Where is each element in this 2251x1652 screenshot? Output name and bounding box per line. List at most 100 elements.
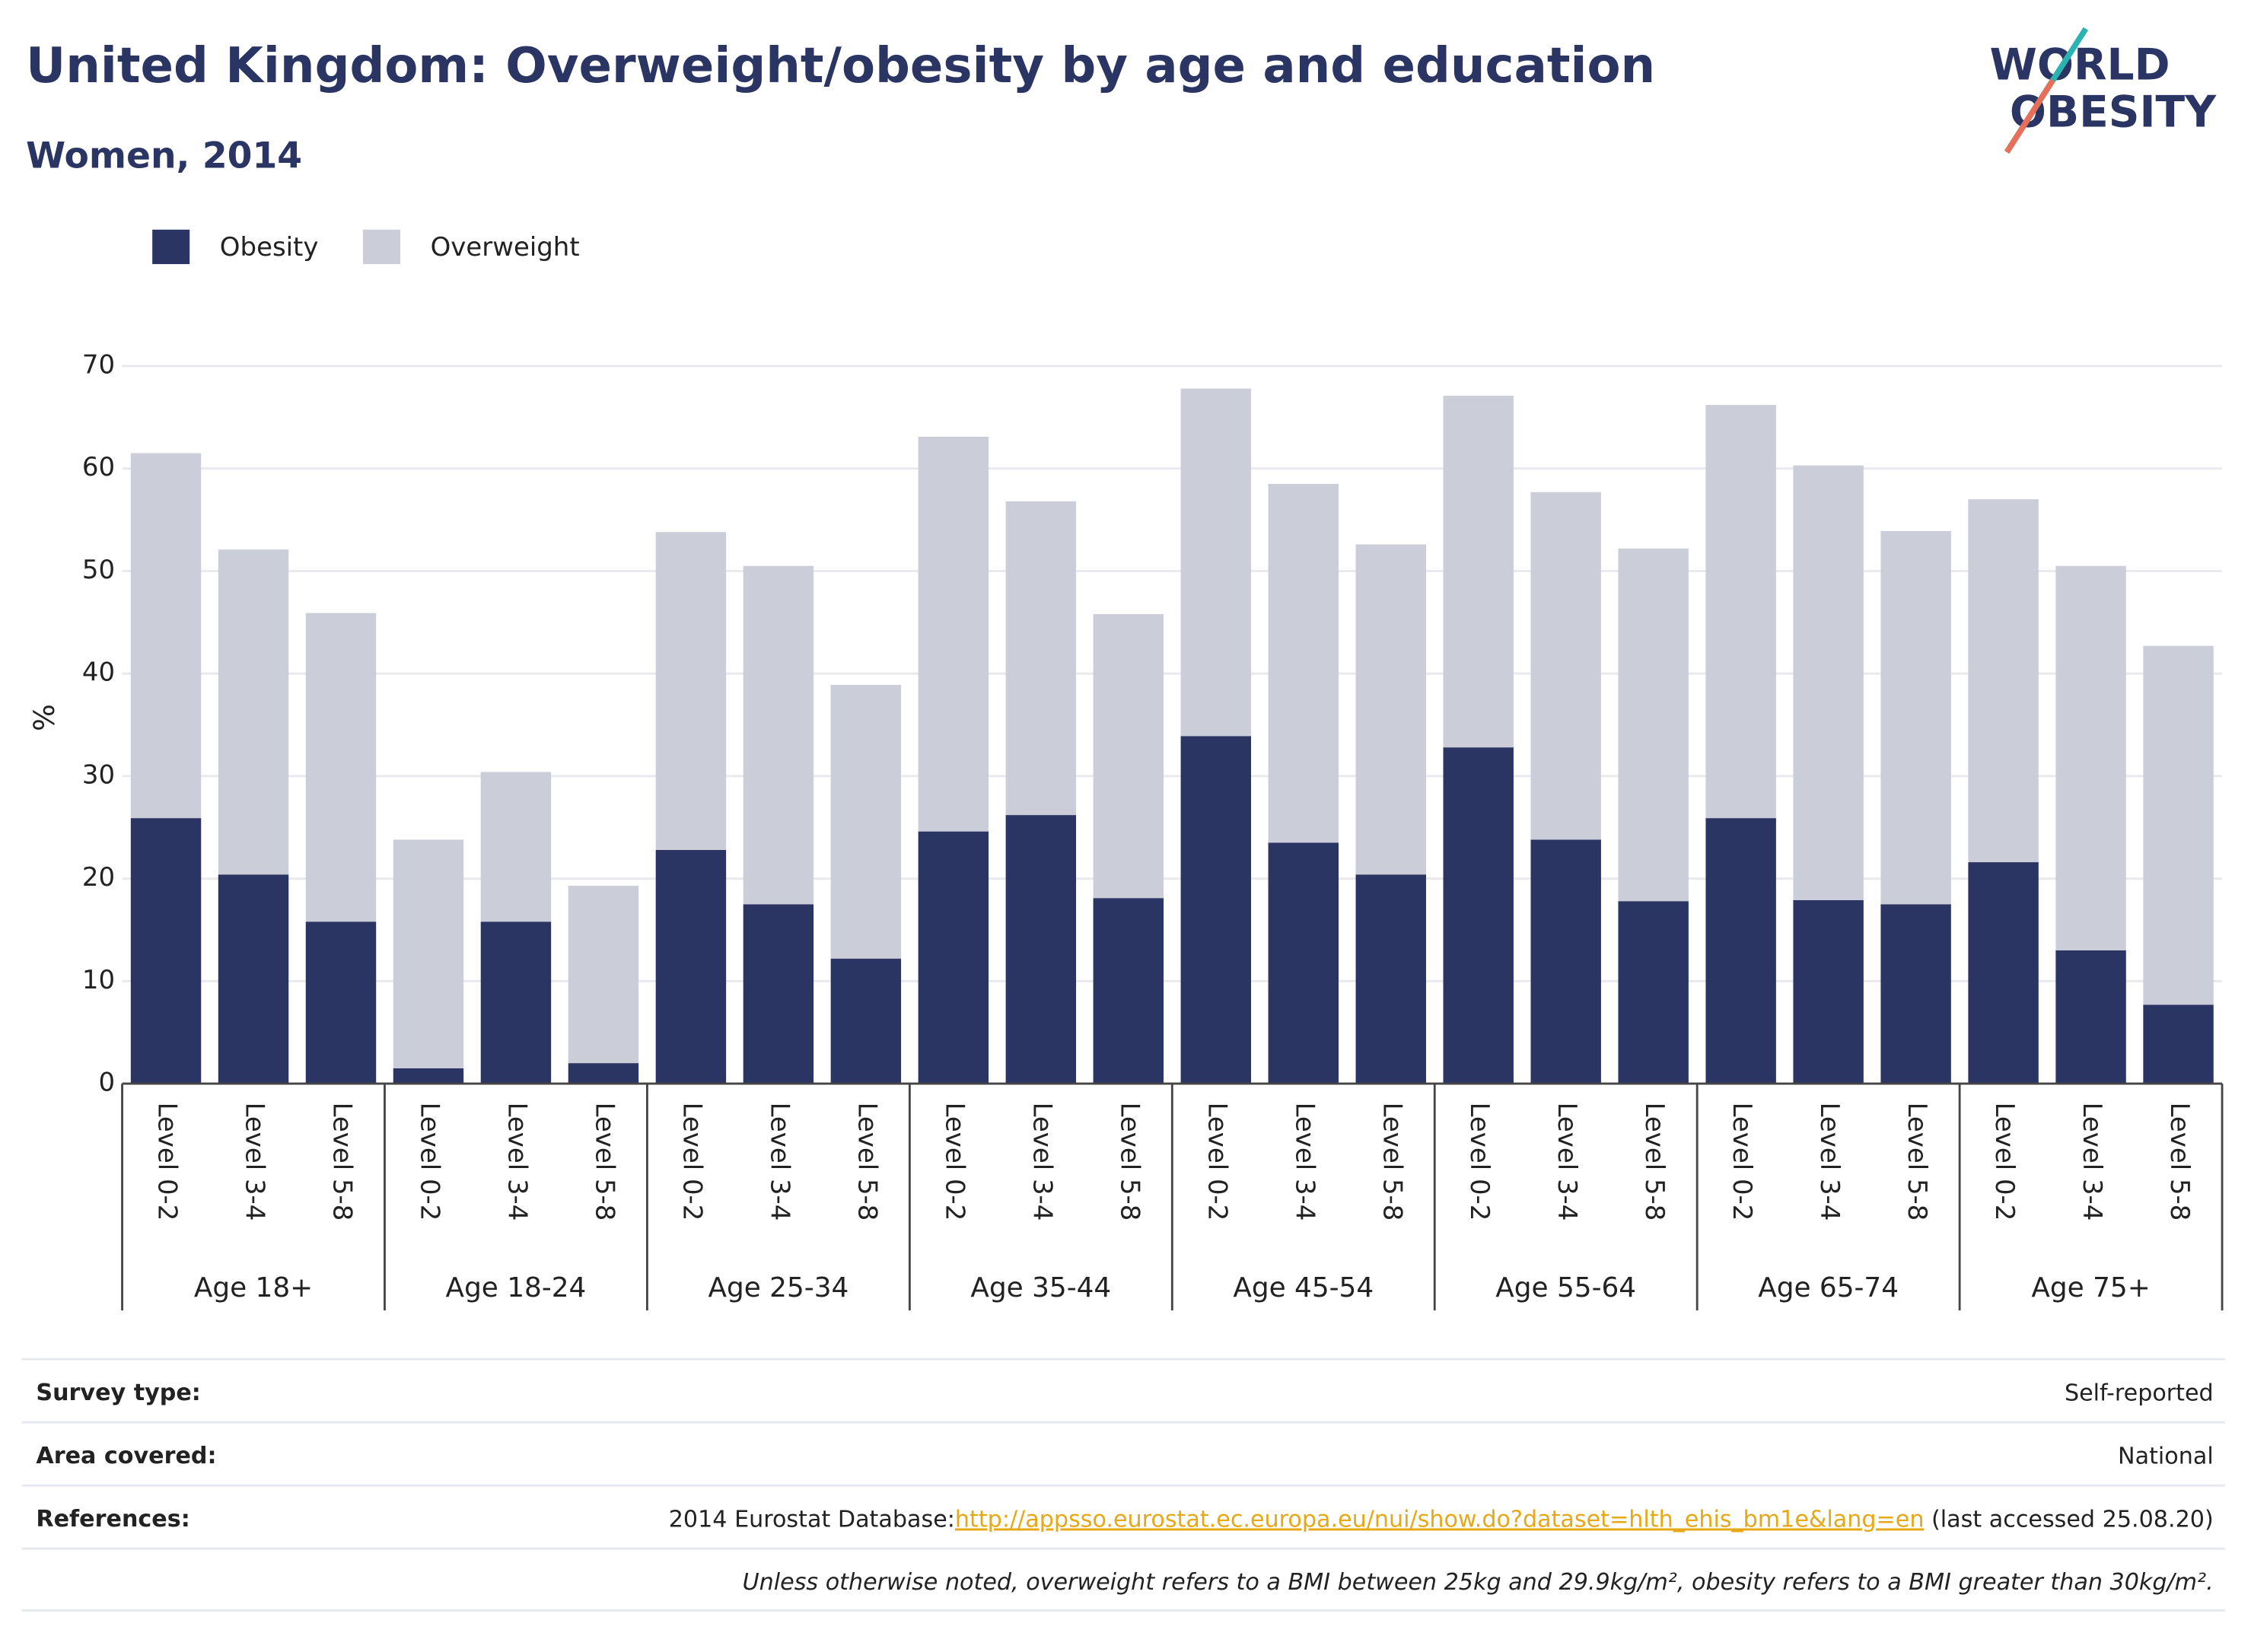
x-tick-label: Level 0-2: [1202, 1103, 1232, 1221]
bar-segment: [830, 958, 902, 1084]
y-axis-label: %: [27, 704, 61, 731]
bar-segment: [2055, 565, 2126, 950]
x-tick-label: Level 3-4: [240, 1103, 270, 1221]
bar-segment: [1705, 405, 1776, 819]
bar-segment: [1005, 815, 1077, 1084]
y-tick-label: 20: [82, 862, 115, 893]
logo-stroke: [2004, 78, 2055, 154]
bar-segment: [218, 874, 289, 1084]
group-label: Age 45-54: [1233, 1272, 1374, 1303]
bar-segment: [1268, 483, 1339, 843]
bar-segment: [1793, 899, 1864, 1084]
bar-segment: [2143, 645, 2214, 1005]
bar-segment: [568, 886, 639, 1064]
y-tick-label: 40: [82, 657, 115, 688]
x-tick-label: Level 5-8: [1377, 1103, 1407, 1221]
bar-segment: [1968, 862, 2039, 1084]
x-tick-label: Level 5-8: [589, 1103, 619, 1221]
y-tick-label: 70: [82, 349, 115, 380]
bar-segment: [1093, 898, 1164, 1084]
bar-segment: [830, 684, 902, 959]
x-tick-label: Level 5-8: [2164, 1103, 2195, 1221]
bar-segment: [1880, 904, 1951, 1084]
bar-segment: [1618, 901, 1689, 1084]
x-tick-label: Level 3-4: [1027, 1103, 1057, 1221]
bar-segment: [2055, 950, 2126, 1084]
bar-segment: [743, 904, 814, 1084]
bar-segment: [393, 1068, 464, 1084]
x-tick-label: Level 3-4: [1552, 1103, 1582, 1221]
bar-segment: [1530, 839, 1601, 1084]
footer-label: Survey type:: [36, 1380, 201, 1406]
bar-segment: [393, 839, 464, 1068]
y-tick-label: 30: [82, 759, 115, 790]
x-tick-label: Level 5-8: [1639, 1103, 1670, 1221]
group-label: Age 75+: [2031, 1272, 2150, 1303]
reference-link[interactable]: http://appsso.eurostat.ec.europa.eu/nui/…: [955, 1506, 1925, 1533]
bar-segment: [1793, 465, 1864, 900]
x-tick-label: Level 0-2: [677, 1103, 707, 1221]
footer-value: Self-reported: [2065, 1380, 2214, 1406]
bar-segment: [1443, 747, 1514, 1084]
bar-segment: [1355, 544, 1426, 875]
chart-title: United Kingdom: Overweight/obesity by ag…: [26, 37, 1655, 94]
legend-label: Obesity: [220, 232, 319, 263]
logo-text: WORLD: [1989, 40, 2170, 90]
bar-segment: [1530, 492, 1601, 840]
bar-segment: [1443, 396, 1514, 748]
group-label: Age 18+: [194, 1272, 313, 1303]
x-tick-label: Level 5-8: [327, 1103, 358, 1221]
footer-value-text: Self-reported: [2065, 1380, 2214, 1406]
y-tick-label: 60: [82, 452, 115, 482]
x-tick-label: Level 0-2: [1464, 1103, 1495, 1221]
group-label: Age 65-74: [1758, 1272, 1899, 1303]
y-tick-label: 50: [82, 555, 115, 585]
y-tick-label: 0: [99, 1068, 116, 1098]
chart-subtitle: Women, 2014: [26, 135, 302, 177]
x-tick-label: Level 5-8: [852, 1103, 882, 1221]
bar-segment: [305, 613, 377, 922]
x-tick-label: Level 3-4: [2077, 1103, 2107, 1221]
bar-segment: [1093, 614, 1164, 899]
bar-segment: [743, 565, 814, 905]
bar-segment: [480, 772, 552, 922]
x-tick-label: Level 0-2: [414, 1103, 444, 1221]
bar-segment: [918, 831, 989, 1084]
x-tick-label: Level 3-4: [764, 1103, 794, 1221]
group-label: Age 18-24: [446, 1272, 587, 1303]
bar-segment: [568, 1063, 639, 1084]
legend-swatch: [362, 229, 400, 265]
x-tick-label: Level 3-4: [1814, 1103, 1845, 1221]
bar-segment: [1355, 874, 1426, 1084]
footer-label: References:: [36, 1506, 189, 1533]
bar-segment: [305, 921, 377, 1084]
footer-value-text: National: [2118, 1443, 2214, 1469]
x-tick-label: Level 3-4: [1289, 1103, 1320, 1221]
group-label: Age 35-44: [970, 1272, 1111, 1303]
group-label: Age 55-64: [1495, 1272, 1636, 1303]
bar-segment: [655, 849, 727, 1084]
x-tick-label: Level 0-2: [939, 1103, 969, 1221]
bar-segment: [1880, 530, 1951, 905]
bar-segment: [1180, 388, 1252, 737]
bar-segment: [918, 436, 989, 832]
group-label: Age 25-34: [708, 1272, 849, 1303]
bar-segment: [655, 532, 727, 850]
bar-segment: [1968, 499, 2039, 863]
x-tick-label: Level 0-2: [1989, 1103, 2020, 1221]
bar-segment: [218, 549, 289, 875]
footer-value: 2014 Eurostat Database:http://appsso.eur…: [669, 1506, 2214, 1533]
y-tick-label: 10: [82, 965, 115, 995]
bar-segment: [130, 818, 202, 1084]
x-tick-label: Level 3-4: [501, 1103, 532, 1221]
legend-swatch: [152, 229, 190, 265]
footnote: Unless otherwise noted, overweight refer…: [743, 1569, 2214, 1596]
footer-value: National: [2118, 1443, 2214, 1469]
bar-segment: [1268, 842, 1339, 1084]
legend-label: Overweight: [431, 232, 580, 263]
bar-segment: [480, 921, 552, 1084]
bar-segment: [1180, 736, 1252, 1084]
bar-segment: [1005, 501, 1077, 816]
x-tick-label: Level 0-2: [152, 1103, 183, 1221]
